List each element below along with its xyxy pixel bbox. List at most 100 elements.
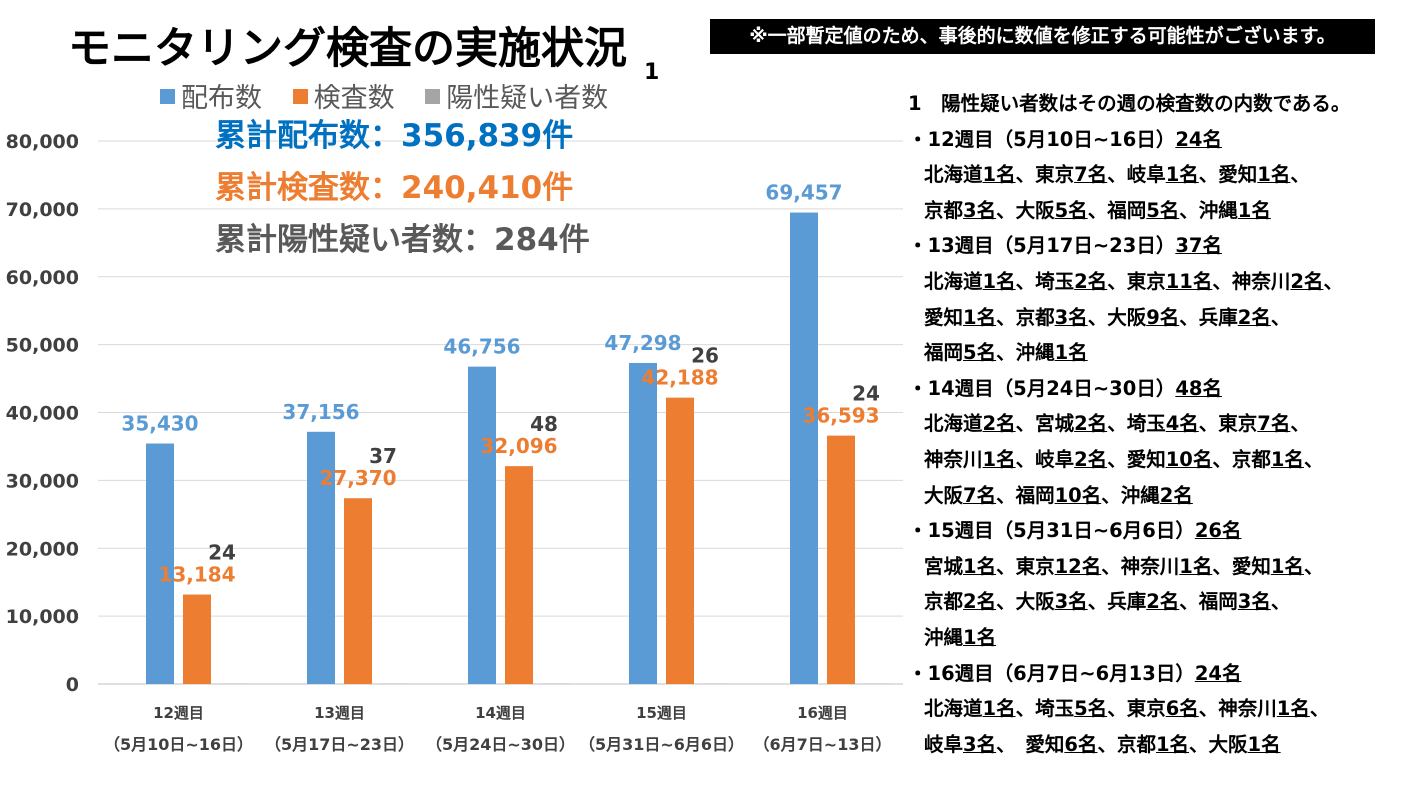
legend-swatch	[160, 89, 175, 104]
case-count: 1名	[963, 625, 997, 649]
note-text: 、神奈川	[1198, 697, 1277, 721]
case-count: 5名	[1054, 198, 1088, 222]
note-text: 、愛知	[1212, 554, 1271, 578]
case-count: 7名	[963, 483, 997, 507]
note-text: 、埼玉	[1015, 269, 1075, 293]
x-tick-label: 14週目	[475, 704, 526, 722]
note-text: 、兵庫	[1087, 590, 1147, 614]
note-text: 、東京	[996, 554, 1055, 578]
data-label: 47,298	[604, 331, 681, 355]
data-label: 36,593	[802, 404, 879, 428]
note-text: 、宮城	[1015, 412, 1075, 436]
data-label: 48	[530, 412, 558, 436]
note-line: 1 陽性疑い者数はその週の検査数の内数である。	[908, 86, 1413, 122]
note-text: 、神奈川	[1101, 554, 1180, 578]
provisional-notice: ※一部暫定値のため、事後的に数値を修正する可能性がございます。	[710, 19, 1375, 54]
note-line: 北海道1名、東京7名、岐阜1名、愛知1名、	[908, 157, 1413, 193]
case-count: 1名	[963, 554, 997, 578]
bar-1	[790, 212, 818, 684]
note-text: 愛知	[924, 305, 964, 329]
note-text: 岐阜	[924, 732, 964, 756]
x-tick-label: （5月31日~6月6日）	[579, 735, 744, 754]
data-labels: 35,43013,1842437,15627,3703746,75632,096…	[121, 181, 880, 587]
note-line: 神奈川1名、岐阜2名、愛知10名、京都1名、	[908, 442, 1413, 478]
note-text: 京都	[924, 590, 964, 614]
note-text: 、福岡	[996, 483, 1055, 507]
total-positive: 累計陽性疑い者数：284件	[215, 222, 590, 258]
note-text: 、	[1270, 590, 1291, 614]
case-count: 1名	[1237, 198, 1271, 222]
note-line: 北海道2名、宮城2名、埼玉4名、東京7名、	[908, 406, 1413, 442]
note-text: 、京都	[1212, 447, 1271, 471]
legend-swatch	[425, 89, 441, 104]
y-tick-label: 60,000	[6, 267, 79, 289]
case-count: 1名	[1270, 554, 1304, 578]
data-label: 37,156	[282, 400, 359, 424]
legend-item-tested: 検査数	[292, 76, 395, 115]
note-text: 、埼玉	[1107, 412, 1166, 436]
y-tick-label: 0	[66, 674, 79, 696]
note-text: ・15週目（5月31日~6月6日）	[908, 519, 1195, 543]
legend-label: 陽性疑い者数	[446, 83, 609, 114]
note-text: 、神奈川	[1212, 269, 1291, 293]
case-count: 5名	[963, 341, 997, 365]
case-count: 11名	[1165, 269, 1213, 293]
note-text: 、沖縄	[1179, 198, 1238, 222]
data-label: 37	[369, 444, 397, 468]
case-count: 24名	[1175, 127, 1222, 151]
note-text: 宮城	[924, 554, 964, 578]
case-count: 7名	[1074, 163, 1108, 187]
note-text: 1 陽性疑い者数はその週の検査数の内数である。	[908, 92, 1351, 115]
case-count: 2名	[1074, 412, 1108, 436]
note-text: 、福岡	[1179, 590, 1238, 614]
note-text: 、兵庫	[1179, 305, 1238, 329]
case-count: 3名	[1237, 590, 1271, 614]
x-tick-label: （5月24日~30日）	[426, 735, 575, 754]
case-count: 1名	[1257, 163, 1291, 187]
case-count: 5名	[1074, 697, 1108, 721]
data-label: 42,188	[641, 366, 718, 390]
case-count: 2名	[1159, 483, 1193, 507]
case-count: 1名	[963, 305, 997, 329]
note-text: 沖縄	[924, 625, 964, 649]
note-line: 京都3名、大阪5名、福岡5名、沖縄1名	[908, 193, 1413, 229]
y-tick-label: 40,000	[6, 403, 79, 425]
case-count: 1名	[1165, 163, 1199, 187]
note-text: 、	[1270, 305, 1291, 329]
x-tick-label: 16週目	[797, 704, 848, 722]
y-tick-label: 70,000	[6, 199, 79, 221]
chart-legend: 配布数 検査数 陽性疑い者数	[160, 76, 630, 115]
case-count: 2名	[1237, 305, 1271, 329]
note-line: ・15週目（5月31日~6月6日）26名	[908, 513, 1413, 549]
case-count: 48名	[1175, 376, 1222, 400]
note-line: ・14週目（5月24日~30日）48名	[908, 371, 1413, 407]
note-text: ・13週目（5月17日~23日）	[908, 234, 1176, 258]
note-text: ・12週目（5月10日~16日）	[908, 127, 1176, 151]
bar-2	[827, 435, 855, 684]
case-count: 2名	[1146, 590, 1180, 614]
note-text: 、	[1290, 163, 1310, 187]
note-text: ・14週目（5月24日~30日）	[908, 376, 1176, 400]
note-text: 京都	[924, 198, 964, 222]
note-text: 神奈川	[924, 447, 983, 471]
x-tick-label: （5月17日~23日）	[265, 735, 414, 754]
note-text: 、	[1309, 697, 1330, 721]
note-text: 、福岡	[1087, 198, 1147, 222]
case-count: 3名	[1054, 590, 1088, 614]
legend-label: 配布数	[181, 83, 262, 114]
bar-2	[183, 594, 211, 684]
bar-1	[146, 443, 174, 684]
y-tick-label: 50,000	[6, 335, 79, 357]
x-tick-label: （6月7日~13日）	[754, 735, 892, 754]
case-count: 24名	[1194, 661, 1242, 685]
note-text: 、埼玉	[1015, 697, 1075, 721]
note-text: 、 愛知	[996, 732, 1065, 756]
positive-cases-notes: 1 陽性疑い者数はその週の検査数の内数である。 ・12週目（5月10日~16日）2…	[908, 86, 1413, 762]
note-line: 京都2名、大阪3名、兵庫2名、福岡3名、	[908, 584, 1413, 620]
note-text: 北海道	[924, 697, 983, 721]
note-text: 、沖縄	[996, 341, 1055, 365]
note-text: ・16週目（6月7日~6月13日）	[908, 661, 1195, 685]
data-label: 24	[208, 541, 236, 565]
note-line: 北海道1名、埼玉5名、東京6名、神奈川1名、	[908, 691, 1413, 727]
note-text: 、愛知	[1107, 447, 1166, 471]
